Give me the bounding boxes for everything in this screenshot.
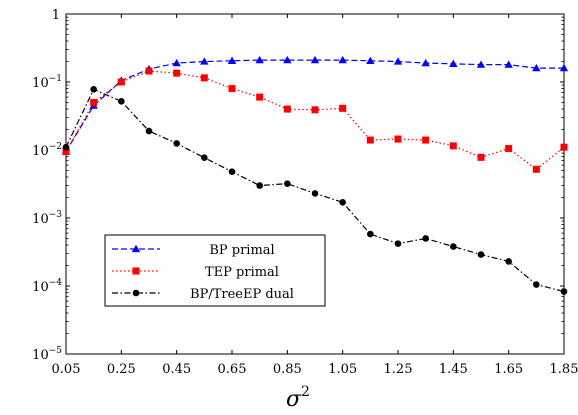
series-circle [62,86,568,295]
x-tick-label: 0.45 [162,362,191,377]
series-layer [61,55,569,295]
data-point [394,240,402,247]
data-point [449,142,457,150]
data-point [173,69,181,77]
data-point [422,136,430,144]
y-tick-label: 10−4 [32,278,62,295]
data-point [366,56,375,64]
data-point [422,235,429,242]
data-point [449,59,458,67]
data-point [533,281,540,288]
y-tick-label: 10−3 [32,210,62,227]
data-point [311,190,319,197]
x-tick-label: 1.65 [494,362,523,377]
data-point [532,165,540,173]
data-point [421,58,430,67]
data-point [256,93,264,101]
legend-label: BP primal [209,243,274,258]
data-point [338,55,347,64]
data-point [450,243,457,250]
data-point [200,57,209,65]
data-point [200,74,208,82]
axis-ticks: 0.05 0.25 0.45 0.65 0.85 1.05 1.25 1.45 1.65 1.85… [32,8,578,377]
data-point [311,106,319,114]
series-line [65,70,565,171]
data-point [366,136,374,144]
data-point [201,154,208,162]
legend: BP primal TEP primal BP/TreeEP dual [104,234,326,307]
data-point [367,230,374,238]
data-point [560,143,568,151]
legend-label: BP/TreeEP dual [190,287,294,302]
data-point [504,60,513,68]
data-point [283,55,292,64]
data-point [145,127,153,135]
data-point [173,140,180,147]
x-tick-label: 0.05 [52,362,81,377]
data-point [228,85,236,93]
data-point [227,56,237,64]
data-point [90,98,98,106]
y-tick-label: 1 [52,8,60,23]
legend-entry: BP/TreeEP dual [112,287,294,302]
data-point [145,67,153,75]
data-point [477,251,485,258]
data-point [339,199,346,206]
data-point [62,143,70,151]
series-line [65,59,564,152]
data-point [394,135,402,143]
x-axis-label: σ2 [286,384,310,412]
data-point [90,86,97,93]
legend-marker [132,289,140,297]
legend-entry: BP primal [112,243,275,258]
data-point [172,58,181,67]
data-point [256,182,263,189]
data-point [477,153,485,161]
series-square [62,67,568,173]
x-axis-label-exponent: 2 [301,384,310,400]
data-point [505,258,512,265]
x-tick-label: 1.05 [328,362,357,377]
data-point [284,180,291,187]
data-point [476,60,486,68]
data-point [117,78,125,86]
legend-entry: TEP primal [112,265,279,280]
data-point [559,63,569,72]
x-tick-label: 1.85 [550,362,578,377]
data-point [505,145,513,153]
legend-label: TEP primal [205,265,279,280]
y-tick-label: 10−2 [32,142,62,159]
data-point [560,288,568,295]
x-axis-label-base: σ [286,387,302,412]
y-tick-label: 10−1 [32,74,62,91]
legend-box [104,234,326,307]
data-point [339,104,347,112]
data-point [532,63,541,72]
x-tick-label: 0.85 [273,362,302,377]
series-triangle [61,55,569,155]
data-point [255,55,264,64]
data-point [310,55,320,64]
data-point [118,98,125,105]
x-tick-label: 1.45 [439,362,468,377]
x-tick-label: 0.25 [107,362,136,377]
data-point [62,148,70,156]
plot-frame [65,13,565,355]
data-point [283,105,291,113]
legend-marker [131,244,141,253]
data-point [228,168,236,175]
y-tick-label: 10−5 [32,346,62,363]
legend-marker [132,267,140,275]
x-tick-label: 1.25 [384,362,413,377]
x-tick-label: 0.65 [218,362,247,377]
data-point [393,57,403,65]
